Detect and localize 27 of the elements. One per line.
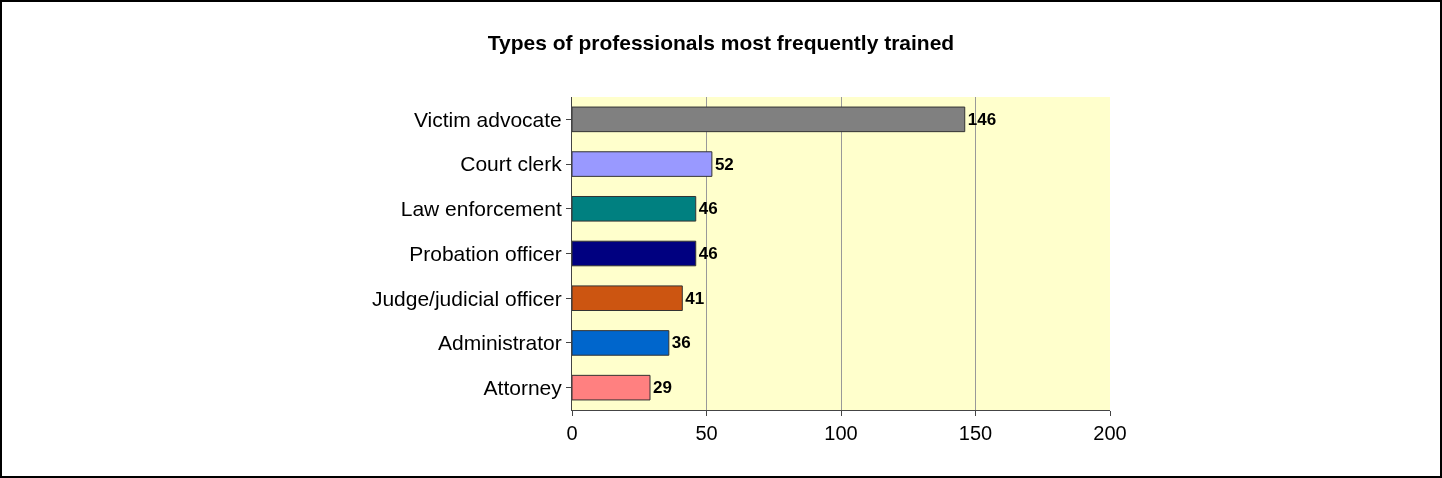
y-tick-label: Probation officer — [409, 241, 562, 265]
y-tick-label: Judge/judicial officer — [371, 286, 562, 310]
data-label: 29 — [653, 378, 672, 398]
y-tick-label: Victim advocate — [413, 107, 562, 131]
x-tick-label: 0 — [566, 422, 578, 444]
x-tick-label: 50 — [695, 422, 718, 444]
bar — [572, 240, 697, 267]
y-tick-label: Law enforcement — [400, 197, 562, 221]
data-label: 52 — [714, 154, 734, 174]
data-label: 46 — [698, 199, 718, 219]
x-tick-label: 100 — [824, 422, 858, 444]
chart-title: Types of professionals most frequently trained — [487, 30, 955, 54]
y-tick-label: Administrator — [438, 331, 562, 355]
bar — [572, 374, 651, 401]
bar — [572, 330, 670, 356]
bar — [572, 285, 683, 312]
bar — [572, 195, 697, 222]
data-label: 146 — [967, 109, 997, 129]
y-tick-label: Attorney — [483, 375, 563, 399]
data-label: 36 — [671, 333, 691, 353]
bar — [572, 106, 966, 133]
data-label: 46 — [698, 244, 718, 263]
y-tick-label: Court clerk — [460, 152, 563, 176]
x-tick-label: 200 — [1093, 422, 1127, 444]
bar — [572, 151, 713, 177]
data-label: 41 — [685, 288, 705, 308]
x-tick-label: 150 — [958, 422, 993, 444]
